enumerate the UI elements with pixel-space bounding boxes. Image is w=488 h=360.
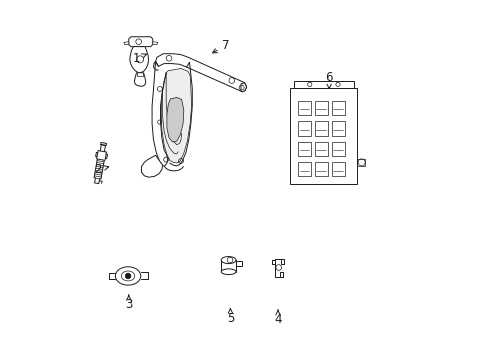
Text: 2: 2 xyxy=(94,163,108,176)
Circle shape xyxy=(125,273,131,279)
Polygon shape xyxy=(152,42,158,45)
Polygon shape xyxy=(128,37,152,47)
Polygon shape xyxy=(331,121,344,136)
Polygon shape xyxy=(298,101,310,115)
Polygon shape xyxy=(314,142,327,156)
Polygon shape xyxy=(298,142,310,156)
Polygon shape xyxy=(314,101,327,115)
Text: 4: 4 xyxy=(274,310,281,326)
Polygon shape xyxy=(134,73,145,86)
Polygon shape xyxy=(155,54,246,92)
Polygon shape xyxy=(161,68,191,163)
Polygon shape xyxy=(123,42,128,45)
Polygon shape xyxy=(290,87,357,184)
Polygon shape xyxy=(314,162,327,176)
Polygon shape xyxy=(166,98,183,142)
Polygon shape xyxy=(293,81,353,87)
Ellipse shape xyxy=(221,269,236,275)
Text: 3: 3 xyxy=(125,295,132,311)
Polygon shape xyxy=(298,121,310,136)
Polygon shape xyxy=(298,162,310,176)
Polygon shape xyxy=(130,47,148,73)
Polygon shape xyxy=(241,83,246,92)
Polygon shape xyxy=(331,162,344,176)
Text: 1: 1 xyxy=(133,52,146,65)
Ellipse shape xyxy=(115,267,141,285)
Polygon shape xyxy=(331,101,344,115)
Polygon shape xyxy=(314,121,327,136)
Ellipse shape xyxy=(221,257,236,264)
Polygon shape xyxy=(141,155,163,177)
Text: 7: 7 xyxy=(212,39,229,53)
Polygon shape xyxy=(331,142,344,156)
Ellipse shape xyxy=(121,271,135,281)
Text: 6: 6 xyxy=(325,71,332,89)
Text: 5: 5 xyxy=(226,309,234,325)
